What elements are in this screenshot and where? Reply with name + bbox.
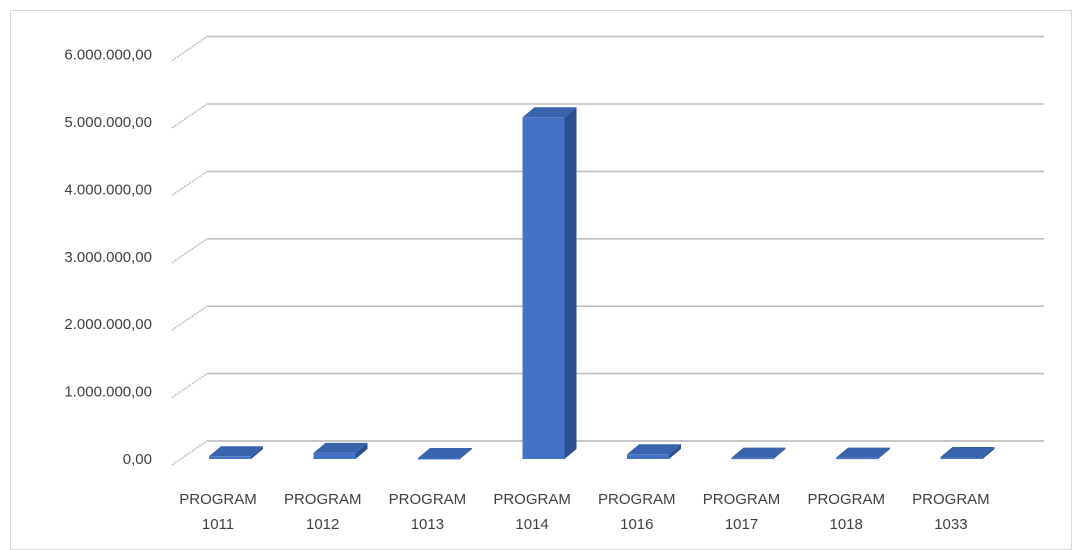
bar xyxy=(836,457,878,460)
bar-top xyxy=(313,442,368,453)
bar-top xyxy=(731,447,786,458)
x-tick-label: 1018 xyxy=(830,516,863,533)
wall-gridline xyxy=(171,170,208,197)
wall-gridline xyxy=(171,372,208,399)
y-tick-label: 3.000.000,00 xyxy=(64,249,152,266)
x-tick-label: 1014 xyxy=(515,516,548,533)
x-tick-label: PROGRAM xyxy=(912,491,990,508)
bar-side xyxy=(669,444,681,459)
bar xyxy=(313,452,356,459)
bar xyxy=(731,457,774,460)
bar-top xyxy=(836,447,890,458)
bar-side xyxy=(355,442,368,459)
x-tick-label: 1012 xyxy=(306,516,339,533)
bar-side xyxy=(878,447,890,459)
bar-side xyxy=(773,447,786,459)
y-tick-label: 5.000.000,00 xyxy=(64,114,152,131)
bar-side xyxy=(251,446,263,459)
y-tick-label: 2.000.000,00 xyxy=(64,316,152,333)
x-tick-label: 1011 xyxy=(202,516,234,533)
y-tick-label: 4.000.000,00 xyxy=(64,181,152,198)
y-tick-label: 1.000.000,00 xyxy=(64,384,152,401)
bar xyxy=(627,454,669,459)
bar-side xyxy=(982,446,995,459)
bar xyxy=(209,456,251,459)
bar xyxy=(940,456,983,459)
x-tick-label: 1017 xyxy=(725,516,758,533)
wall-gridline xyxy=(171,103,208,129)
x-tick-label: PROGRAM xyxy=(807,491,885,508)
bar-side xyxy=(564,107,577,460)
bar-top xyxy=(418,447,472,458)
wall-gridline xyxy=(171,440,208,466)
wall-gridline xyxy=(171,35,208,62)
wall-gridline xyxy=(171,305,208,331)
x-tick-label: PROGRAM xyxy=(389,491,467,508)
x-tick-label: PROGRAM xyxy=(179,491,257,508)
x-tick-label: 1033 xyxy=(934,516,967,533)
x-tick-label: PROGRAM xyxy=(284,491,362,508)
bar-top xyxy=(209,446,263,457)
x-tick-label: PROGRAM xyxy=(598,491,676,508)
bar-top xyxy=(627,444,681,455)
x-tick-label: PROGRAM xyxy=(703,491,781,508)
bar-side xyxy=(460,447,472,459)
bar-top xyxy=(940,446,995,457)
x-tick-label: 1013 xyxy=(411,516,444,533)
y-tick-label: 0,00 xyxy=(123,451,152,468)
bar xyxy=(522,117,565,460)
x-tick-label: 1016 xyxy=(620,516,653,533)
x-tick-label: PROGRAM xyxy=(493,491,571,508)
y-tick-label: 6.000.000,00 xyxy=(64,47,152,64)
bar-top xyxy=(522,107,577,118)
wall-gridline xyxy=(171,238,208,264)
bar xyxy=(418,457,460,460)
